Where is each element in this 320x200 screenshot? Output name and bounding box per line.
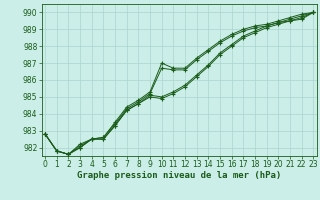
X-axis label: Graphe pression niveau de la mer (hPa): Graphe pression niveau de la mer (hPa) [77, 171, 281, 180]
